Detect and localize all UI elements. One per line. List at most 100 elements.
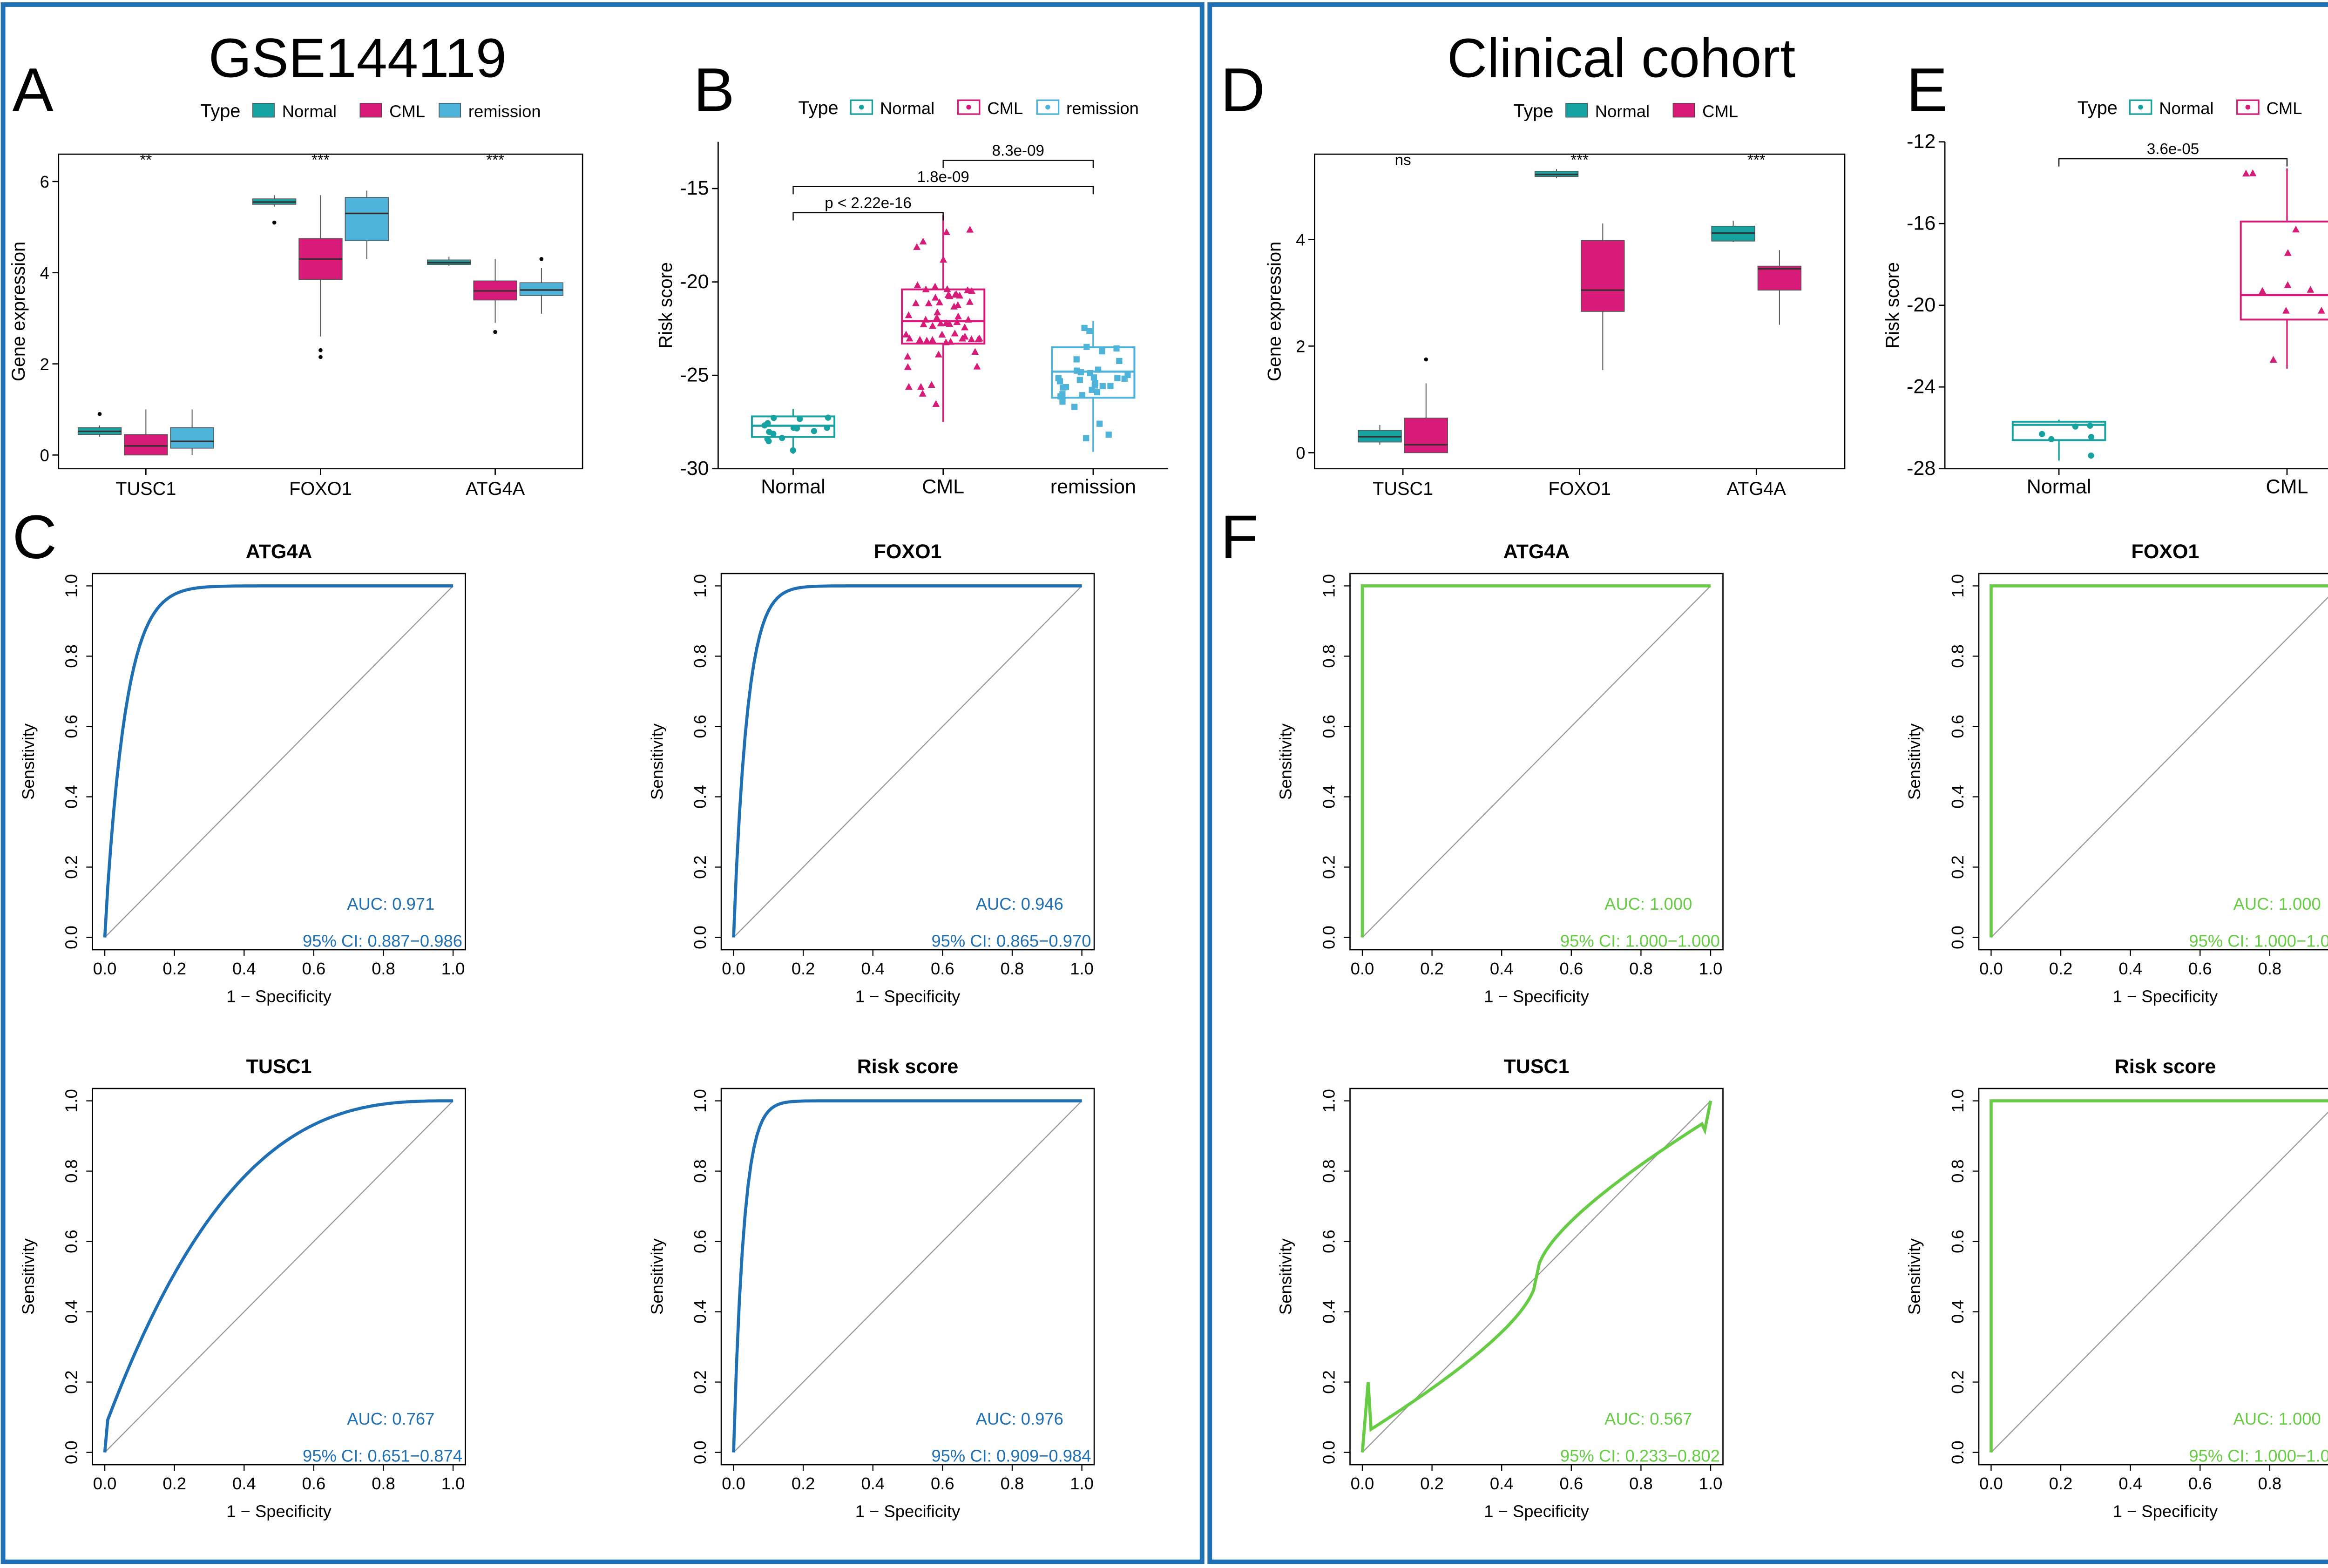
y-tick-label: 4 (1296, 230, 1305, 250)
x-tick-label: 0.8 (372, 959, 395, 978)
data-point (1105, 431, 1112, 438)
x-axis-title: 1 − Specificity (2113, 1502, 2218, 1521)
y-tick-label: 0.8 (690, 644, 710, 668)
data-point (937, 319, 945, 326)
y-axis-title: Sensitivity (1905, 1238, 1924, 1315)
plot-frame (92, 573, 466, 951)
x-axis-title: 1 − Specificity (855, 1502, 961, 1521)
y-tick-label: 1.0 (1948, 1089, 1967, 1113)
comparison-label: p < 2.22e-16 (825, 195, 912, 212)
data-point (1114, 375, 1121, 381)
x-tick-label: 1.0 (1699, 959, 1723, 978)
y-tick-label: 0.2 (1319, 855, 1338, 879)
x-tick-label: 1.0 (441, 1474, 465, 1493)
data-point (1079, 392, 1085, 399)
data-point (2292, 225, 2300, 233)
data-point (935, 298, 943, 305)
data-point (913, 243, 921, 250)
y-tick-label: 2 (1296, 337, 1305, 356)
roc-title: FOXO1 (874, 541, 942, 563)
data-point (2242, 169, 2250, 177)
data-point (938, 331, 946, 338)
legend-swatch (957, 99, 981, 115)
y-tick-label: -30 (680, 457, 709, 480)
data-point (934, 351, 942, 358)
box-remission (170, 427, 214, 449)
y-tick-label: 0.8 (1948, 1159, 1967, 1183)
x-tick-label: Normal (761, 476, 826, 498)
y-tick-label: 0.2 (690, 855, 710, 879)
x-tick-label: 0.6 (302, 1474, 326, 1493)
data-point (764, 436, 771, 442)
ci-label: 95% CI: 1.000−1.000 (1560, 931, 1720, 950)
data-point (2088, 452, 2094, 459)
right-frame (1207, 2, 2328, 1564)
legend-dot (2245, 104, 2251, 110)
roc-title: ATG4A (246, 541, 312, 563)
data-point (778, 435, 785, 441)
panel-e: E Type Normal CML -12 -16 -20 -24 -28 Risk score N… (1882, 55, 2328, 498)
y-tick-label: 2 (40, 355, 49, 374)
ci-label: 95% CI: 0.887−0.986 (303, 931, 462, 950)
y-tick-label: 1.0 (690, 1089, 710, 1113)
comparison-bracket (792, 186, 1094, 195)
auc-label: AUC: 1.000 (1604, 894, 1692, 913)
data-point (1083, 435, 1090, 441)
data-point (905, 311, 913, 318)
y-tick-label: 1.0 (62, 1089, 81, 1113)
y-tick-label: 0.0 (62, 926, 81, 949)
x-tick-label: 1.0 (1070, 1474, 1094, 1493)
data-point (954, 301, 962, 308)
y-tick-label: 0.8 (1948, 644, 1967, 668)
x-tick-label: 0.8 (1001, 1474, 1024, 1493)
x-axis-title: 1 − Specificity (855, 987, 961, 1006)
ci-label: 95% CI: 1.000−1.000 (2189, 1446, 2328, 1465)
y-axis-title: Sensitivity (647, 723, 666, 800)
y-tick-label: 0.0 (1948, 1440, 1967, 1464)
legend-swatch (252, 103, 275, 118)
diagonal-reference-line (104, 585, 453, 938)
y-tick-label: -28 (1907, 457, 1935, 480)
data-point (975, 335, 982, 343)
panel-d: D Type Normal CML 0 2 4 Gene expression TUSC1 FOX… (1220, 55, 1846, 499)
auc-label: AUC: 0.971 (347, 894, 434, 913)
data-point (964, 316, 972, 323)
diagonal-reference-line (1990, 1111, 2328, 1453)
plot-frame (720, 573, 1095, 951)
data-point (2087, 422, 2093, 429)
x-tick-label: 0.0 (722, 1474, 745, 1493)
ci-label: 95% CI: 0.233−0.802 (1560, 1446, 1720, 1465)
data-point (933, 313, 941, 321)
data-point (905, 383, 913, 390)
x-tick-label: 0.0 (722, 959, 745, 978)
data-point (1077, 369, 1084, 376)
legend-swatch (439, 103, 461, 118)
panel-c: C ATG4A 0.0 0.0 0.2 0.2 0.4 0.4 0.6 0.6 0.8 0.8 1.0 1… (12, 503, 1095, 1521)
y-tick-label: -16 (1907, 212, 1935, 234)
y-tick-label: 0.6 (62, 1230, 81, 1253)
data-point (971, 348, 979, 355)
y-axis-title: Sensitivity (19, 723, 38, 800)
y-axis-title: Sensitivity (19, 1238, 38, 1315)
data-point (961, 332, 969, 340)
data-point (1059, 391, 1066, 398)
x-tick-label: 0.4 (232, 1474, 256, 1493)
roc-chart-tusc1: TUSC1 0.0 0.0 0.2 0.2 0.4 0.4 0.6 0.6 0.8 0.8 1.0 1.… (19, 1055, 466, 1521)
data-point (1076, 377, 1083, 383)
y-tick-label: 0.4 (1319, 1300, 1338, 1324)
data-point (811, 428, 817, 434)
data-point (942, 319, 950, 326)
x-tick-label: 0.4 (1490, 1474, 1514, 1493)
box-cml (124, 434, 168, 456)
y-tick-label: 0.8 (62, 1159, 81, 1183)
data-point (973, 363, 981, 370)
y-tick-label: -20 (680, 270, 709, 293)
data-point (953, 318, 961, 325)
data-point (1095, 366, 1102, 373)
legend-label: remission (468, 102, 541, 121)
y-tick-label: 1.0 (1319, 574, 1338, 598)
x-tick-label: 0.0 (93, 1474, 117, 1493)
roc-title: ATG4A (1503, 541, 1570, 563)
data-point (966, 226, 974, 233)
data-point (1116, 358, 1123, 365)
